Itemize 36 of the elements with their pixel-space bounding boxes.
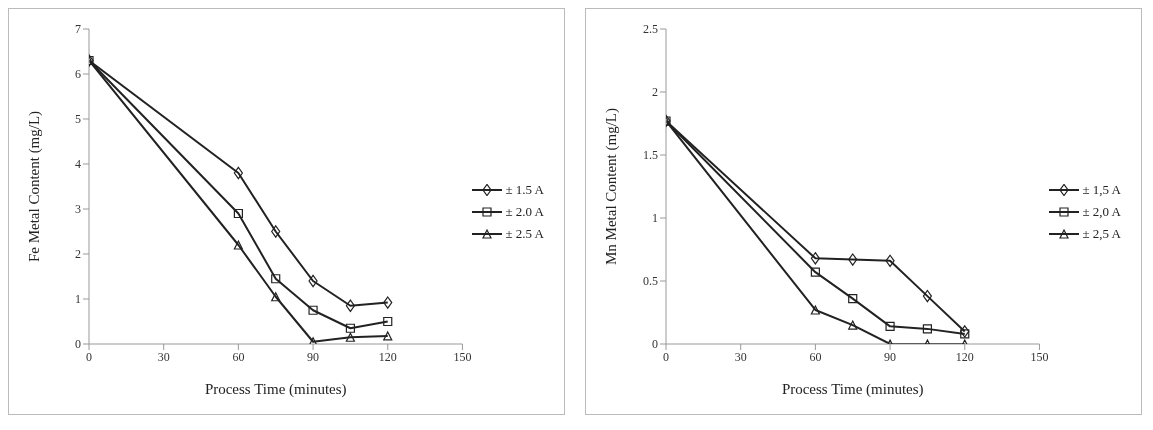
x-tick-label: 0 xyxy=(663,349,669,364)
x-axis-title: Process Time (minutes) xyxy=(204,381,347,398)
y-tick-label: 2 xyxy=(75,247,81,262)
x-axis-title: Process Time (minutes) xyxy=(781,381,924,398)
x-tick-label: 150 xyxy=(453,349,472,364)
y-tick-label: 4 xyxy=(75,157,81,172)
legend-label: ± 2,0 A xyxy=(1082,203,1121,220)
legend-label: ± 1.5 A xyxy=(505,181,544,198)
x-tick-label: 30 xyxy=(157,349,170,364)
x-tick-label: 120 xyxy=(378,349,397,364)
y-axis-title: Mn Metal Content (mg/L) xyxy=(603,107,621,266)
y-tick-label: 7 xyxy=(75,22,81,37)
x-tick-label: 30 xyxy=(734,349,747,364)
x-tick-label: 90 xyxy=(884,349,897,364)
legend-label: ± 2.5 A xyxy=(505,225,544,242)
y-tick-label: 6 xyxy=(75,67,81,82)
y-tick-label: 3 xyxy=(75,202,81,217)
x-tick-label: 0 xyxy=(86,349,92,364)
legend-label: ± 1,5 A xyxy=(1082,181,1121,198)
y-tick-label: 2.5 xyxy=(643,22,658,37)
legend-label: ± 2.0 A xyxy=(505,203,544,220)
y-tick-label: 1 xyxy=(652,211,658,226)
x-tick-label: 90 xyxy=(307,349,320,364)
legend-label: ± 2,5 A xyxy=(1082,225,1121,242)
y-tick-label: 0 xyxy=(652,337,658,352)
x-tick-label: 120 xyxy=(955,349,974,364)
y-tick-label: 5 xyxy=(75,112,81,127)
y-tick-label: 2 xyxy=(652,85,658,100)
y-tick-label: 1 xyxy=(75,292,81,307)
y-axis-title: Fe Metal Content (mg/L) xyxy=(26,110,44,263)
y-tick-label: 0 xyxy=(75,337,81,352)
x-tick-label: 60 xyxy=(232,349,245,364)
y-tick-label: 0.5 xyxy=(643,274,658,289)
x-tick-label: 60 xyxy=(809,349,822,364)
x-tick-label: 150 xyxy=(1030,349,1049,364)
y-tick-label: 1.5 xyxy=(643,148,658,163)
